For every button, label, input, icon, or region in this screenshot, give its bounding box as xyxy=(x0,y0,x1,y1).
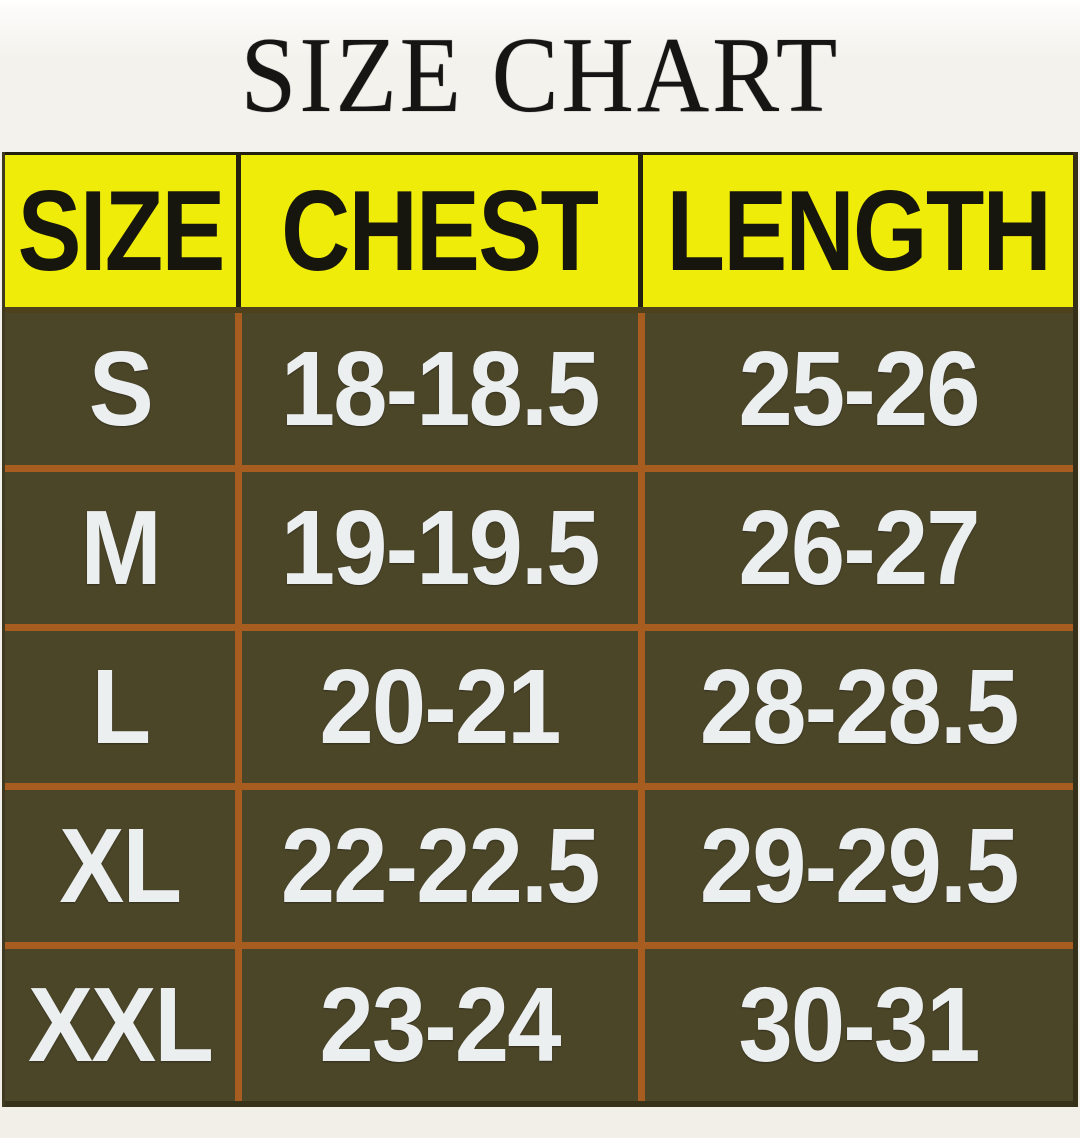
length-value: 26-27 xyxy=(738,488,981,607)
chest-value: 22-22.5 xyxy=(280,806,601,925)
table-row-m-size-cell: M xyxy=(5,472,235,624)
table-row-s-chest-cell: 18-18.5 xyxy=(241,313,639,465)
table-row-m-length-cell: 26-27 xyxy=(645,472,1073,624)
chest-value: 19-19.5 xyxy=(280,488,601,607)
length-value: 25-26 xyxy=(738,329,981,448)
chest-value: 23-24 xyxy=(319,965,562,1084)
chest-value: 18-18.5 xyxy=(280,329,601,448)
table-row-xxl-size-cell: XXL xyxy=(5,949,235,1101)
length-value: 28-28.5 xyxy=(700,647,1020,766)
table-row-l-chest-cell: 20-21 xyxy=(241,631,639,783)
title-bar: SIZE CHART xyxy=(0,0,1080,152)
table-row-m-chest-cell: 19-19.5 xyxy=(241,472,639,624)
column-header-chest-label: CHEST xyxy=(281,167,599,295)
table-body: S 18-18.5 25-26 M 19-19.5 26-27 L 20-21 … xyxy=(5,307,1073,1107)
size-value: L xyxy=(91,647,151,766)
size-value: S xyxy=(88,329,153,448)
table-header-row: SIZE CHEST LENGTH xyxy=(5,152,1073,307)
size-value: XL xyxy=(59,806,182,925)
length-value: 29-29.5 xyxy=(700,806,1020,925)
column-header-length: LENGTH xyxy=(643,155,1073,307)
column-header-length-label: LENGTH xyxy=(666,167,1051,295)
table-row-xl-length-cell: 29-29.5 xyxy=(645,790,1073,942)
column-header-chest: CHEST xyxy=(240,155,639,307)
table-row-xxl-length-cell: 30-31 xyxy=(645,949,1073,1101)
size-chart-table: SIZE CHEST LENGTH S 18-18.5 25-26 M 19-1… xyxy=(2,152,1078,1107)
page-title: SIZE CHART xyxy=(240,16,840,135)
table-row-s-size-cell: S xyxy=(5,313,235,465)
size-value: M xyxy=(80,488,161,607)
column-header-size-label: SIZE xyxy=(17,167,225,295)
table-row-xxl-chest-cell: 23-24 xyxy=(241,949,639,1101)
column-header-size: SIZE xyxy=(5,155,236,307)
table-row-s-length-cell: 25-26 xyxy=(645,313,1073,465)
size-value: XXL xyxy=(27,965,214,1084)
table-row-l-length-cell: 28-28.5 xyxy=(645,631,1073,783)
table-row-xl-size-cell: XL xyxy=(5,790,235,942)
chest-value: 20-21 xyxy=(319,647,562,766)
table-row-xl-chest-cell: 22-22.5 xyxy=(241,790,639,942)
length-value: 30-31 xyxy=(738,965,981,1084)
table-row-l-size-cell: L xyxy=(5,631,235,783)
